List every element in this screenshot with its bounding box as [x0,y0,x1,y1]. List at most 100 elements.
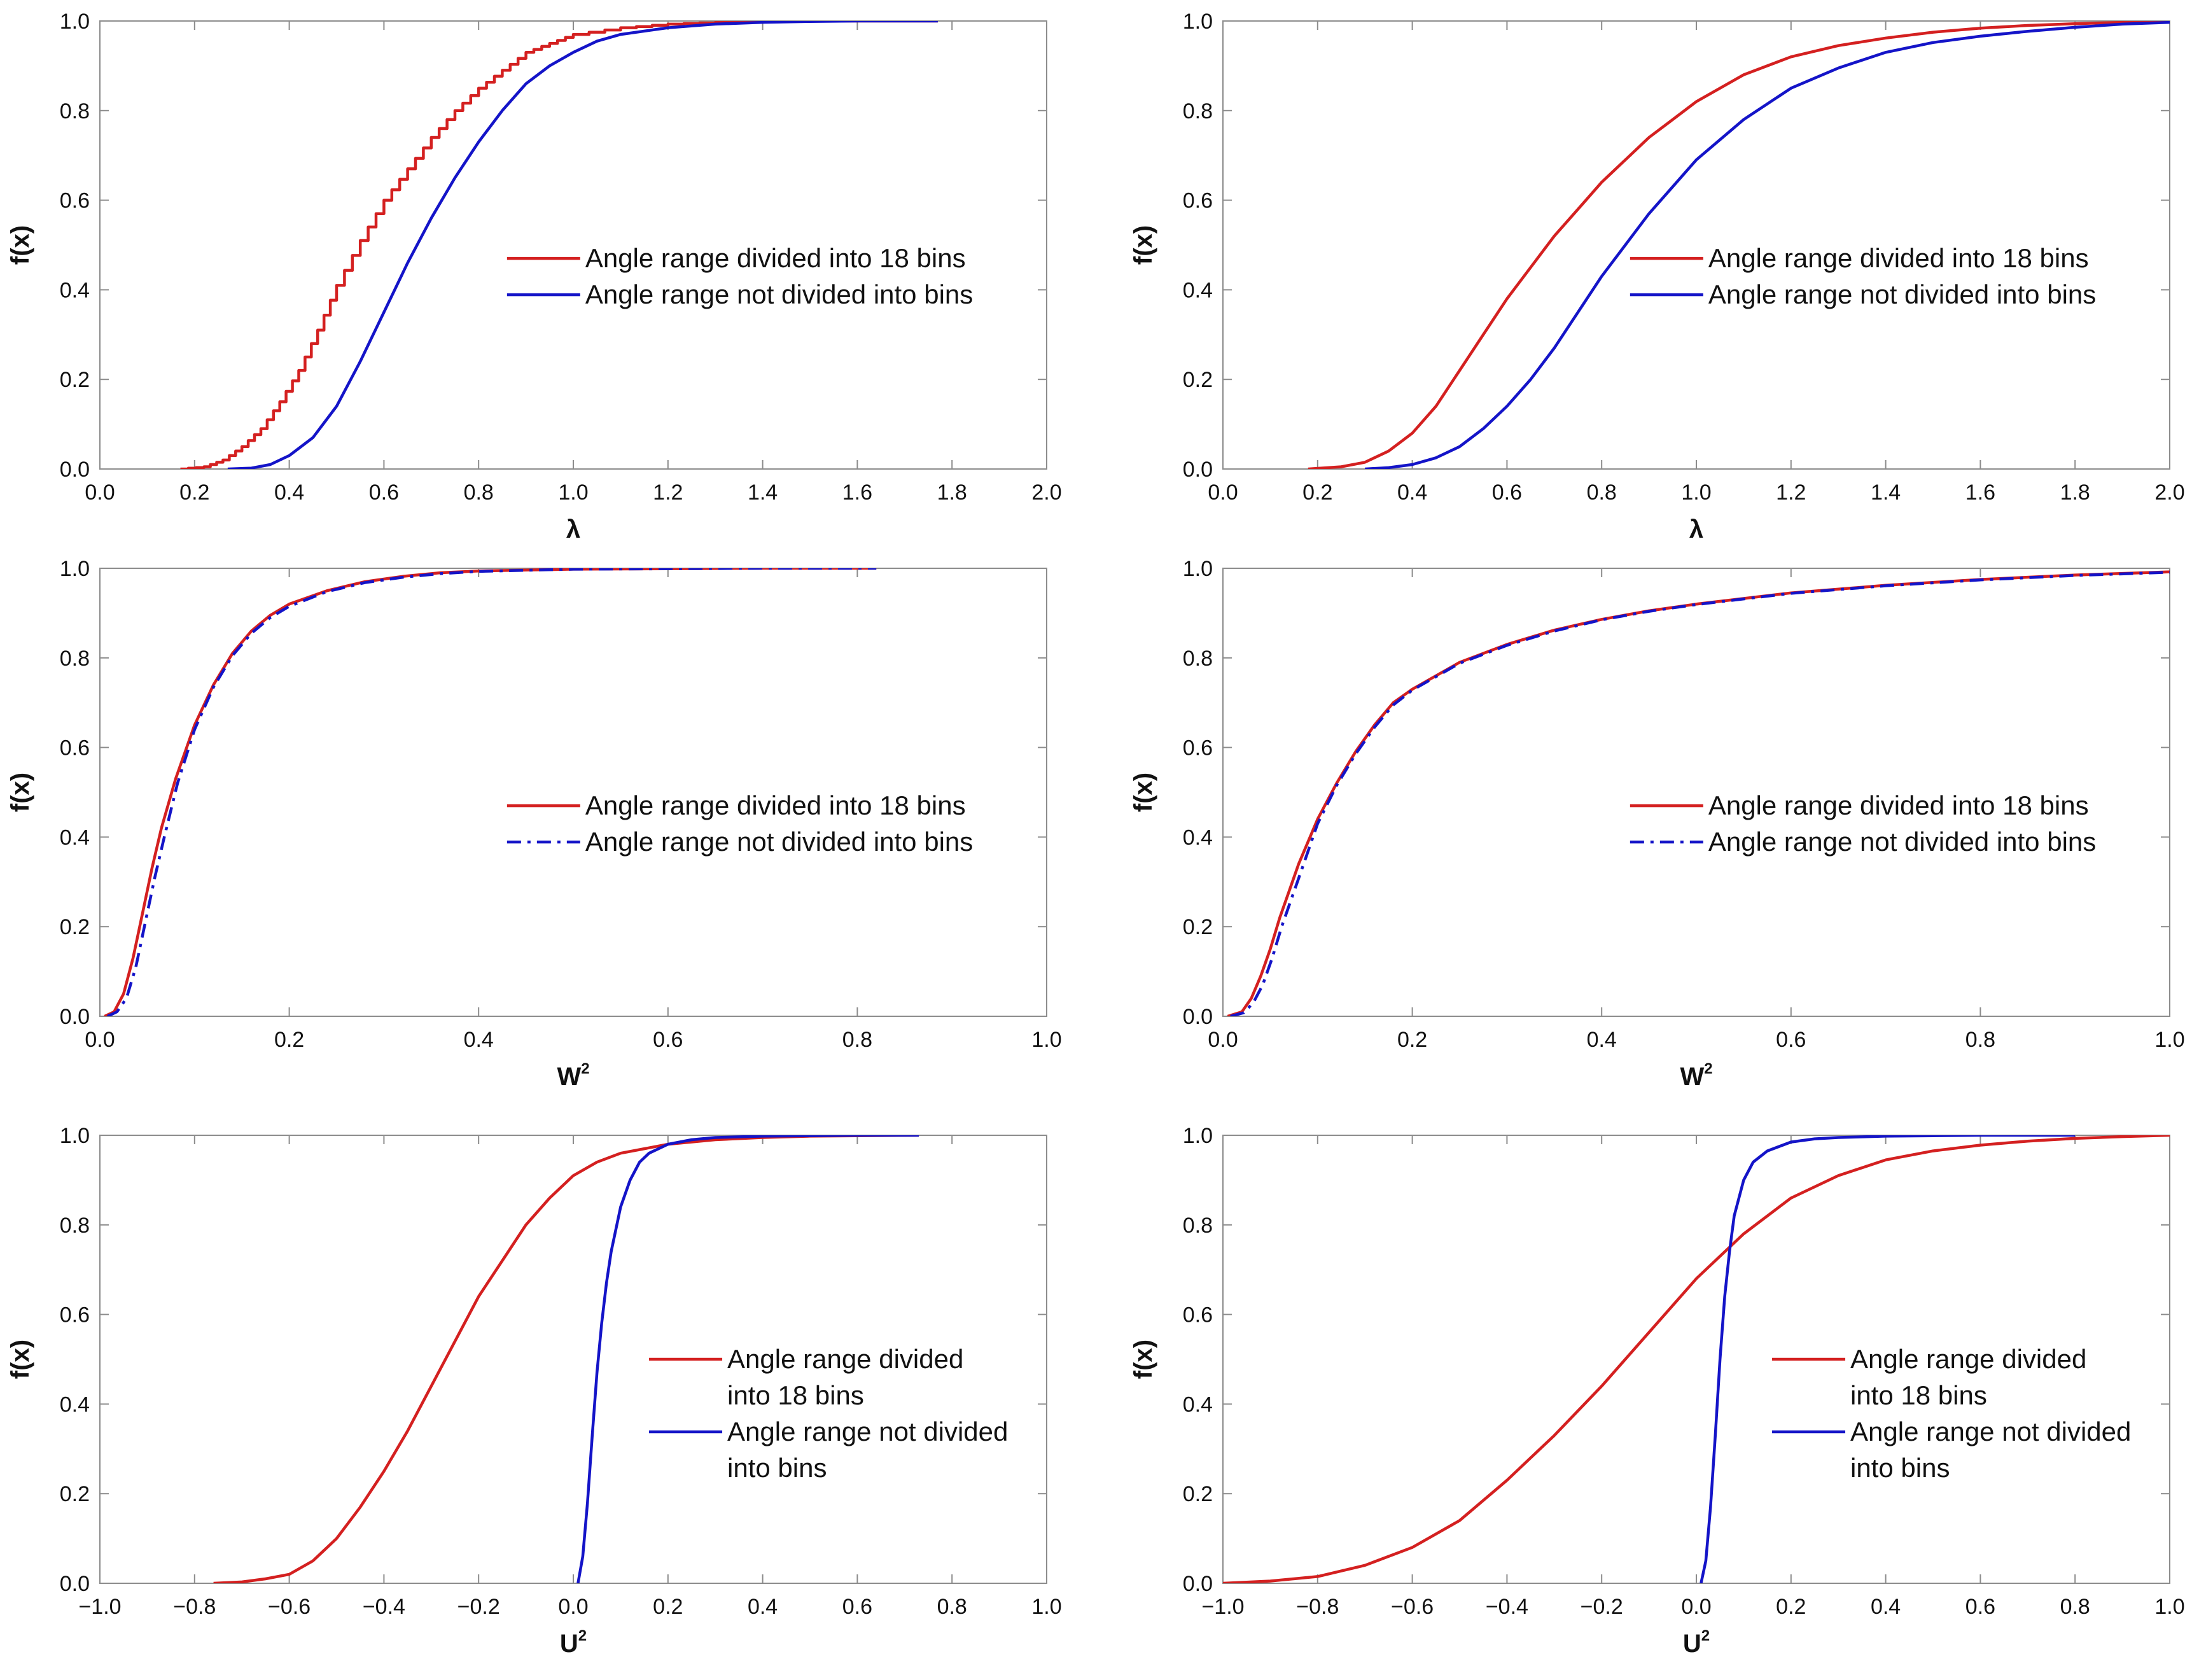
x-tick-label: −0.6 [268,1595,311,1619]
legend-label: Angle range not divided into bins [585,827,973,857]
y-tick-label: 0.8 [1183,1214,1213,1238]
y-tick-label: 0.6 [1183,189,1213,213]
x-tick-label: 1.0 [558,480,588,505]
series-line-unbinned [106,568,877,1016]
y-tick-label: 0.8 [60,99,90,123]
series-line-binned [213,1135,919,1583]
legend-label: into bins [727,1453,827,1483]
x-tick-label: 0.4 [1871,1595,1901,1619]
series-line-unbinned [1365,21,2170,469]
x-tick-label: −0.2 [1581,1595,1623,1619]
x-tick-label: 0.0 [1208,480,1238,505]
x-tick-label: −0.8 [1296,1595,1339,1619]
x-tick-label: 0.4 [748,1595,778,1619]
y-tick-label: 0.4 [60,278,90,302]
y-tick-label: 0.8 [60,647,90,671]
series-line-binned [1308,21,2170,469]
x-tick-label: 1.0 [2154,1595,2184,1619]
series-line-binned [180,21,938,469]
y-tick-label: 1.0 [60,10,90,34]
legend-label: Angle range divided [1850,1344,2086,1374]
x-axis-label: W2 [1680,1060,1712,1091]
legend-label: into 18 bins [727,1380,864,1410]
chart-panel-a: 0.0 0.2 0.4 0.6 0.8 1.0 1.2 1.4 1.6 1.8 2.0 0.0 0.2 0… [6,10,1062,543]
x-tick-label: −1.0 [78,1595,121,1619]
legend: Angle range divided into 18 bins Angle ra… [506,243,973,309]
x-tick-label: 0.4 [1397,480,1427,505]
y-tick-label: 0.0 [60,1005,90,1029]
y-tick-label: 0.2 [1183,915,1213,939]
x-tick-label: 0.2 [1776,1595,1806,1619]
y-tick-label: 0.6 [60,736,90,760]
x-tick-label: 1.2 [653,480,683,505]
legend: Angle range divided into 18 bins Angle ra… [1630,243,2096,309]
chart-panel-c: 0.0 0.2 0.4 0.6 0.8 1.0 0.0 0.2 0.4 0.6 0.8 1.0 W2 f(… [6,557,1062,1091]
x-axis-label: W2 [557,1060,589,1091]
x-tick-label: −0.4 [363,1595,405,1619]
x-axis-label-superscript: 2 [578,1627,587,1644]
x-tick-label: 0.6 [653,1028,683,1052]
x-tick-label: 0.8 [2060,1595,2090,1619]
x-tick-label: 0.8 [1587,480,1617,505]
x-tick-label: −0.4 [1486,1595,1528,1619]
x-tick-label: 0.8 [1965,1028,1995,1052]
y-tick-label: 0.4 [60,825,90,850]
y-tick-label: 0.0 [60,1572,90,1596]
legend-label: Angle range divided into 18 bins [1708,790,2089,820]
x-axis-label: λ [1689,515,1703,543]
chart-panel-d: 0.0 0.2 0.4 0.6 0.8 1.0 0.0 0.2 0.4 0.6 0.8 1.0 W2 f(… [1129,557,2185,1091]
x-tick-label: 0.2 [1397,1028,1427,1052]
y-axis-label: f(x) [1129,1340,1157,1379]
x-tick-label: 0.6 [1492,480,1522,505]
x-tick-label: 0.0 [1208,1028,1238,1052]
y-tick-label: 0.0 [60,458,90,482]
x-tick-label: 0.6 [842,1595,872,1619]
x-tick-label: 0.2 [274,1028,304,1052]
x-tick-label: 2.0 [1031,480,1061,505]
y-tick-label: 0.2 [1183,368,1213,392]
series-line-binned [1223,1135,2170,1583]
legend: Angle range divided into 18 bins Angle ra… [1630,790,2096,857]
x-axis-label: λ [566,515,580,543]
y-tick-label: 0.6 [1183,736,1213,760]
x-tick-label: 1.8 [937,480,967,505]
y-tick-label: 0.0 [1183,1005,1213,1029]
x-tick-label: −0.6 [1391,1595,1434,1619]
x-tick-label: 0.4 [274,480,304,505]
x-axis-label-superscript: 2 [1704,1060,1712,1077]
y-tick-label: 0.4 [1183,825,1213,850]
x-tick-label: 0.8 [842,1028,872,1052]
y-tick-label: 1.0 [1183,557,1213,581]
y-tick-label: 0.4 [60,1392,90,1417]
series-line-unbinned [1230,571,2170,1016]
y-axis-label: f(x) [6,225,34,265]
series-line-unbinned [576,1135,919,1583]
y-tick-label: 1.0 [60,557,90,581]
legend-label: Angle range not divided into bins [585,279,973,309]
x-axis-label: U2 [1683,1627,1710,1658]
x-tick-label: 0.6 [1776,1028,1806,1052]
y-tick-label: 0.2 [60,368,90,392]
x-tick-label: 0.4 [1587,1028,1617,1052]
x-tick-label: −0.8 [173,1595,216,1619]
x-tick-label: 1.4 [748,480,778,505]
x-tick-label: 1.2 [1776,480,1806,505]
x-tick-label: 0.0 [558,1595,588,1619]
x-tick-label: 0.0 [85,480,115,505]
legend-label: Angle range not divided into bins [1708,279,2096,309]
x-tick-label: 1.0 [1681,480,1711,505]
legend: Angle range divided into 18 bins Angle ran… [1772,1344,2131,1483]
legend-label: Angle range divided into 18 bins [585,243,966,273]
chart-panel-b: 0.0 0.2 0.4 0.6 0.8 1.0 1.2 1.4 1.6 1.8 2.0 0.0 0.2 0… [1129,10,2185,543]
chart-panel-f: −1.0 −0.8 −0.6 −0.4 −0.2 0.0 0.2 0.4 0.6 0.8 1.0 0.… [1129,1124,2185,1658]
legend-label: into bins [1850,1453,1950,1483]
y-tick-label: 0.2 [1183,1482,1213,1506]
y-tick-label: 0.8 [1183,647,1213,671]
legend-label: Angle range divided into 18 bins [1708,243,2089,273]
series-line-unbinned [1700,1135,2076,1583]
x-tick-label: 1.6 [842,480,872,505]
y-tick-label: 1.0 [1183,10,1213,34]
x-tick-label: 1.6 [1965,480,1995,505]
y-axis-label: f(x) [1129,773,1157,812]
x-tick-label: 0.2 [179,480,209,505]
